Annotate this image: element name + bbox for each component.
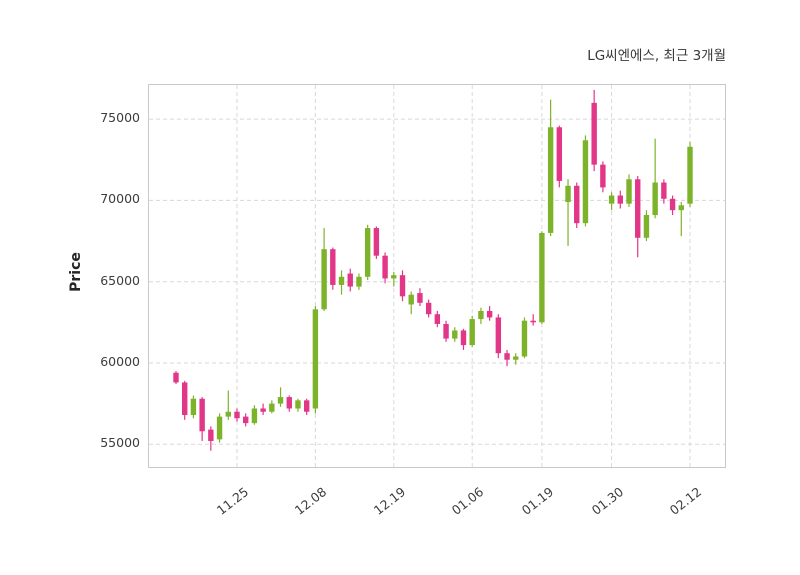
candle-body-up [678, 205, 684, 211]
y-tick-label: 70000 [100, 191, 140, 207]
candle-body-up [338, 276, 345, 285]
candle-body-down [504, 353, 510, 360]
y-tick-label: 55000 [100, 435, 140, 451]
x-tick-label: 12.08 [292, 484, 330, 518]
candle-body-up [269, 403, 275, 412]
candle-body-down [443, 323, 449, 339]
candle-body-up [277, 397, 284, 404]
candle-body-down [208, 429, 214, 441]
candle-body-down [234, 411, 240, 419]
candle-body-up [565, 185, 571, 203]
candle-body-down [600, 164, 606, 188]
x-tick-label: 01.30 [588, 484, 626, 518]
candle-body-down [486, 310, 493, 318]
candle-body-up [469, 319, 475, 346]
candle-body-down [382, 255, 388, 279]
candle-body-up [687, 146, 693, 204]
candle-body-down [182, 382, 188, 415]
candle-body-down [303, 400, 310, 412]
candle-body-up [216, 416, 223, 440]
chart-title: LG씨엔에스, 최근 3개월 [587, 48, 726, 64]
candle-body-up [539, 232, 545, 323]
candle-body-down [617, 195, 624, 204]
candle-body-up [321, 249, 327, 310]
candle-body-down [399, 275, 406, 297]
x-tick-label: 11.25 [213, 484, 252, 518]
candle-body-down [199, 398, 205, 432]
candle-body-down [530, 320, 536, 323]
candle-body-down [417, 293, 423, 303]
candle-body-up [478, 310, 484, 320]
candle-body-down [591, 102, 597, 165]
candle-body-down [425, 302, 432, 315]
y-tick-label: 60000 [100, 353, 140, 369]
candle-body-up [356, 276, 362, 287]
candle-body-down [373, 228, 380, 256]
candle-body-down [669, 198, 676, 211]
candle-body-up [608, 195, 615, 204]
candle-body-down [495, 317, 502, 354]
candle-body-up [190, 398, 197, 415]
candle-body-down [661, 182, 667, 199]
candle-body-up [225, 411, 231, 417]
candle-body-up [652, 182, 658, 216]
candle-body-up [364, 228, 371, 277]
candle-body-up [391, 275, 397, 279]
candle-body-up [295, 400, 301, 409]
candle-body-down [242, 416, 249, 424]
candle-body-down [173, 372, 179, 383]
candle-body-down [347, 273, 353, 287]
candle-body-up [547, 127, 554, 233]
candle-body-down [286, 397, 292, 409]
candle-body-up [521, 320, 528, 357]
candlestick-plot [149, 85, 725, 467]
x-tick-label: 12.19 [370, 484, 409, 518]
y-tick-label: 65000 [100, 272, 140, 288]
candle-body-up [582, 140, 589, 224]
candle-body-up [643, 215, 650, 238]
x-tick-label: 01.06 [448, 484, 487, 518]
x-tick-label: 02.12 [666, 484, 705, 518]
x-tick-label: 01.19 [518, 484, 557, 518]
candle-body-up [452, 330, 458, 339]
candle-body-up [408, 294, 414, 305]
candle-body-up [626, 179, 632, 204]
candle-body-down [260, 408, 266, 412]
candle-body-down [460, 330, 467, 346]
candle-body-up [251, 408, 258, 424]
y-tick-label: 75000 [100, 110, 140, 126]
candle-body-down [635, 179, 641, 238]
candle-body-up [513, 356, 519, 360]
plot-area [148, 84, 726, 468]
candle-body-down [330, 249, 336, 285]
candle-body-up [312, 309, 319, 409]
candle-body-down [434, 314, 441, 324]
candle-body-down [556, 127, 563, 181]
candle-body-down [574, 185, 580, 224]
